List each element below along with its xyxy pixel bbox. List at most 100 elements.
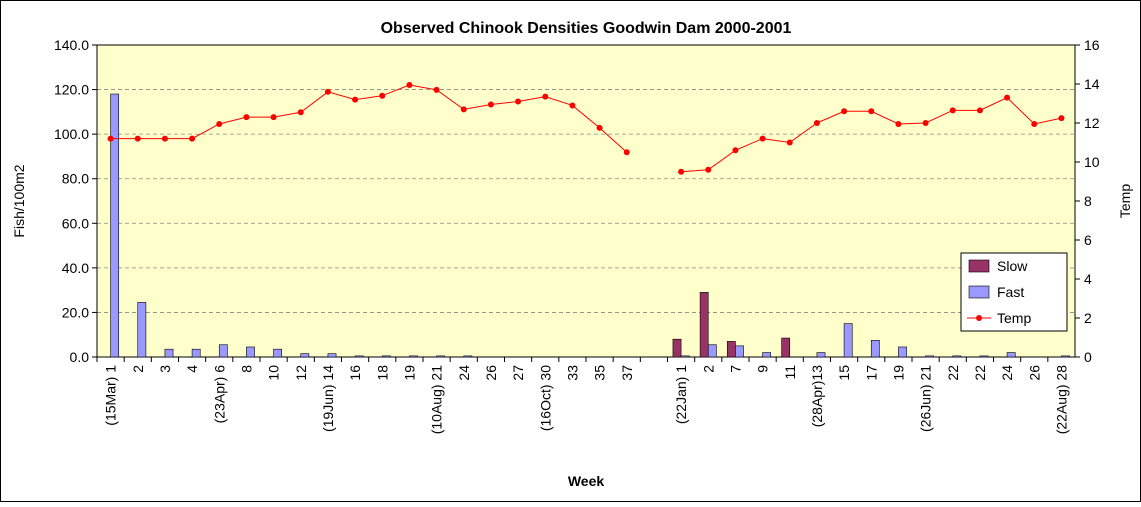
legend-swatch [968, 259, 990, 273]
marker [732, 147, 739, 154]
x-tick-label: 11 [782, 365, 798, 380]
bar [707, 344, 717, 358]
bar [327, 353, 337, 358]
y2-tick-label: 6 [1084, 232, 1092, 248]
bar [246, 346, 255, 358]
marker [949, 107, 956, 114]
marker [868, 108, 875, 115]
bar [1061, 355, 1070, 358]
y-tick-label: 40.0 [62, 260, 89, 276]
bar [699, 292, 709, 358]
y2-tick-label: 2 [1084, 310, 1092, 326]
bar [137, 302, 147, 358]
legend-label: Slow [997, 258, 1028, 274]
bar [218, 344, 228, 358]
marker [270, 114, 277, 121]
marker [216, 120, 223, 127]
marker [1004, 94, 1011, 101]
y-tick-label: 120.0 [54, 82, 89, 98]
y2-tick-label: 4 [1084, 271, 1092, 287]
bar [463, 355, 473, 358]
x-tick-label: 19 [401, 365, 417, 381]
bar [979, 355, 989, 358]
x-tick-label: 3 [157, 365, 173, 373]
marker [189, 135, 196, 142]
marker [841, 108, 848, 115]
y-tick-label: 140.0 [54, 37, 89, 53]
x-tick-label: 18 [374, 365, 390, 381]
marker [786, 139, 793, 146]
x-tick-label: (26Jun) 21 [918, 365, 934, 432]
bar [843, 323, 853, 358]
y-tick-label: 100.0 [54, 126, 89, 142]
chart-title: Observed Chinook Densities Goodwin Dam 2… [381, 20, 792, 37]
bar [409, 355, 418, 358]
x-tick-label: 35 [592, 365, 608, 381]
y2-tick-label: 0 [1084, 349, 1092, 365]
bar [726, 341, 736, 358]
marker [678, 168, 685, 175]
x-tick-label: 2 [130, 365, 146, 373]
y-axis-title: Fish/100m2 [11, 164, 27, 237]
x-tick-label: 8 [238, 365, 254, 373]
bar [680, 355, 690, 358]
x-tick-label: 17 [863, 365, 879, 381]
marker [515, 98, 522, 105]
x-tick-label: 15 [836, 365, 852, 381]
marker [297, 109, 304, 116]
y2-tick-label: 14 [1084, 76, 1100, 92]
marker [569, 102, 576, 109]
bar [781, 337, 791, 358]
legend-swatch [976, 315, 982, 321]
bar [1006, 352, 1016, 358]
x-tick-label: 27 [510, 365, 526, 381]
x-tick-label: 26 [483, 365, 499, 381]
y-tick-label: 60.0 [62, 215, 89, 231]
marker [1031, 120, 1038, 127]
x-axis-title: Week [568, 473, 605, 489]
legend-label: Temp [997, 310, 1031, 326]
x-tick-label: 37 [619, 365, 635, 381]
marker [623, 149, 630, 156]
y2-tick-label: 10 [1084, 154, 1100, 170]
bar [110, 93, 120, 358]
marker [352, 96, 359, 103]
y-tick-label: 20.0 [62, 304, 89, 320]
x-tick-label: 16 [347, 365, 363, 381]
marker [324, 88, 331, 95]
marker [542, 93, 549, 100]
bar [191, 348, 201, 358]
marker [596, 124, 603, 131]
bar [816, 352, 826, 358]
x-tick-label: (15Mar) 1 [103, 365, 119, 426]
marker [433, 86, 440, 93]
x-tick-label: 26 [1026, 365, 1042, 381]
bar [898, 346, 907, 358]
x-tick-label: (22Aug) 28 [1053, 365, 1069, 434]
legend-label: Fast [997, 284, 1024, 300]
marker [243, 114, 250, 121]
marker [813, 120, 820, 126]
x-tick-label: (16Oct) 30 [537, 365, 553, 431]
marker [487, 101, 494, 108]
bar [381, 355, 391, 358]
x-tick-label: (23Apr) 6 [211, 365, 227, 424]
y2-tick-label: 12 [1084, 115, 1100, 131]
x-tick-label: 24 [456, 365, 472, 381]
marker [922, 120, 929, 126]
x-tick-label: 24 [999, 365, 1015, 381]
marker [705, 166, 712, 173]
x-tick-label: 19 [890, 365, 906, 381]
x-tick-label: 12 [293, 365, 309, 381]
y2-tick-label: 16 [1084, 37, 1100, 53]
x-tick-label: (22Jan) 1 [673, 365, 689, 424]
x-tick-label: 4 [184, 365, 200, 373]
x-tick-label: (28Apr)13 [809, 365, 825, 427]
bar [436, 355, 446, 358]
y2-tick-label: 8 [1084, 193, 1092, 209]
bar [735, 345, 744, 358]
x-tick-label: 10 [266, 365, 282, 381]
bar [762, 352, 772, 358]
x-tick-label: 33 [564, 365, 580, 381]
